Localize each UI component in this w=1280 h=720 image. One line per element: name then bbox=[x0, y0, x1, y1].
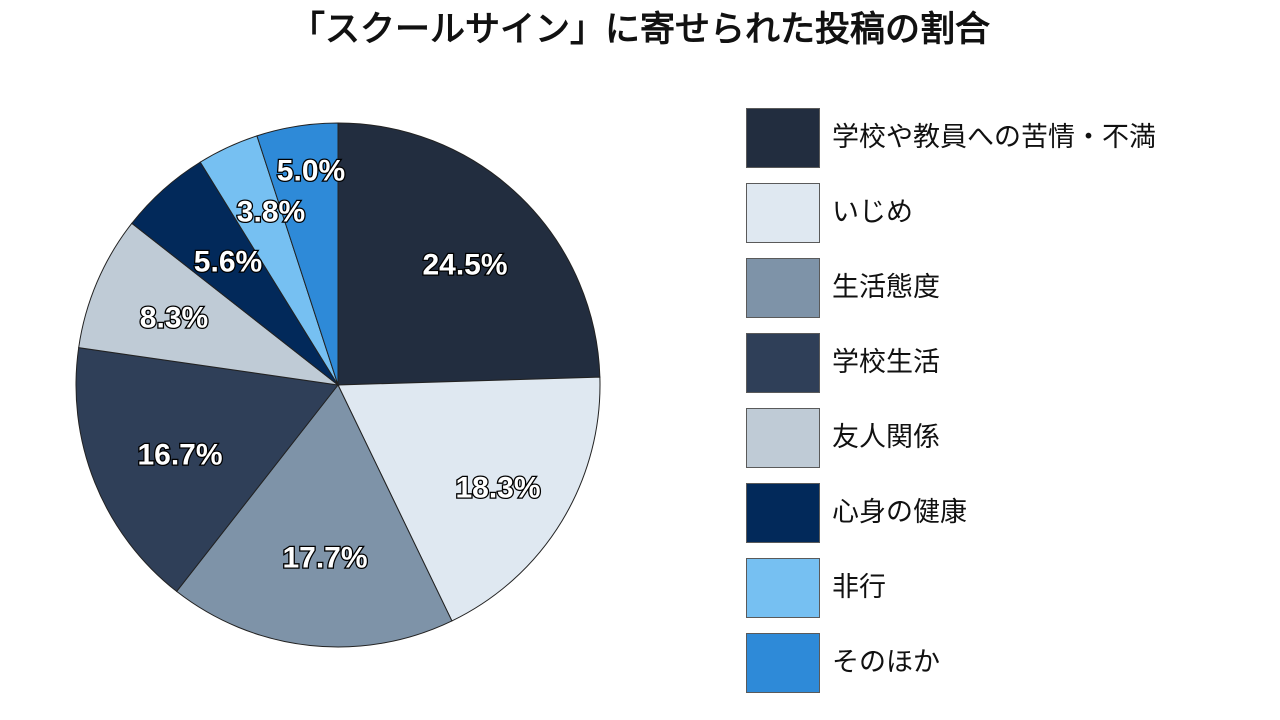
legend-swatch bbox=[746, 408, 820, 468]
pie-slice-5 bbox=[78, 222, 340, 386]
legend-swatch bbox=[746, 333, 820, 393]
legend-item-2: いじめ bbox=[746, 183, 1266, 258]
legend: 学校や教員への苦情・不満 いじめ生活態度学校生活友人関係心身の健康非行そのほか bbox=[746, 108, 1266, 708]
slice-label-1: 24.5% bbox=[422, 249, 507, 282]
slice-label-7: 3.8% bbox=[237, 196, 305, 229]
pie-slice-2 bbox=[337, 376, 601, 622]
slice-label-2: 18.3% bbox=[455, 472, 540, 505]
legend-item-5: 友人関係 bbox=[746, 408, 1266, 483]
pie-slices bbox=[75, 122, 601, 648]
legend-label: 学校生活 bbox=[832, 347, 940, 378]
legend-label: 生活態度 bbox=[832, 272, 940, 303]
slice-label-8: 5.0% bbox=[277, 155, 345, 188]
legend-item-4: 学校生活 bbox=[746, 333, 1266, 408]
legend-label: 学校や教員への苦情・不満 bbox=[832, 122, 1156, 153]
pie-labels: 24.5% 18.3% 17.7% 16.7% 8.3% 5.6% 3.8% 5.0% bbox=[136, 153, 542, 576]
legend-swatch bbox=[746, 633, 820, 693]
legend-item-1: 学校や教員への苦情・不満 bbox=[746, 108, 1266, 183]
legend-label: 非行 bbox=[832, 572, 886, 603]
legend-label: そのほか bbox=[832, 647, 940, 678]
pie-slice-4 bbox=[75, 347, 339, 593]
legend-label: 友人関係 bbox=[832, 422, 940, 453]
legend-label: いじめ bbox=[832, 197, 913, 228]
legend-swatch bbox=[746, 183, 820, 243]
pie-slice-3 bbox=[175, 384, 453, 648]
slice-label-5: 8.3% bbox=[140, 302, 208, 335]
legend-swatch bbox=[746, 483, 820, 543]
legend-label: 心身の健康 bbox=[832, 497, 967, 528]
pie-slice-8 bbox=[256, 122, 339, 386]
legend-item-7: 非行 bbox=[746, 558, 1266, 633]
pie-chart: 24.5% 18.3% 17.7% 16.7% 8.3% 5.6% 3.8% 5.0% bbox=[75, 122, 601, 648]
slice-label-6: 5.6% bbox=[194, 246, 262, 279]
legend-item-3: 生活態度 bbox=[746, 258, 1266, 333]
legend-item-8: そのほか bbox=[746, 633, 1266, 708]
legend-swatch bbox=[746, 108, 820, 168]
pie-slice-1 bbox=[337, 122, 601, 386]
legend-swatch bbox=[746, 558, 820, 618]
chart-title: 「スクールサイン」に寄せられた投稿の割合 bbox=[289, 10, 990, 50]
legend-item-6: 心身の健康 bbox=[746, 483, 1266, 558]
slice-label-4: 16.7% bbox=[137, 439, 222, 472]
legend-swatch bbox=[746, 258, 820, 318]
slice-label-3: 17.7% bbox=[282, 542, 367, 575]
